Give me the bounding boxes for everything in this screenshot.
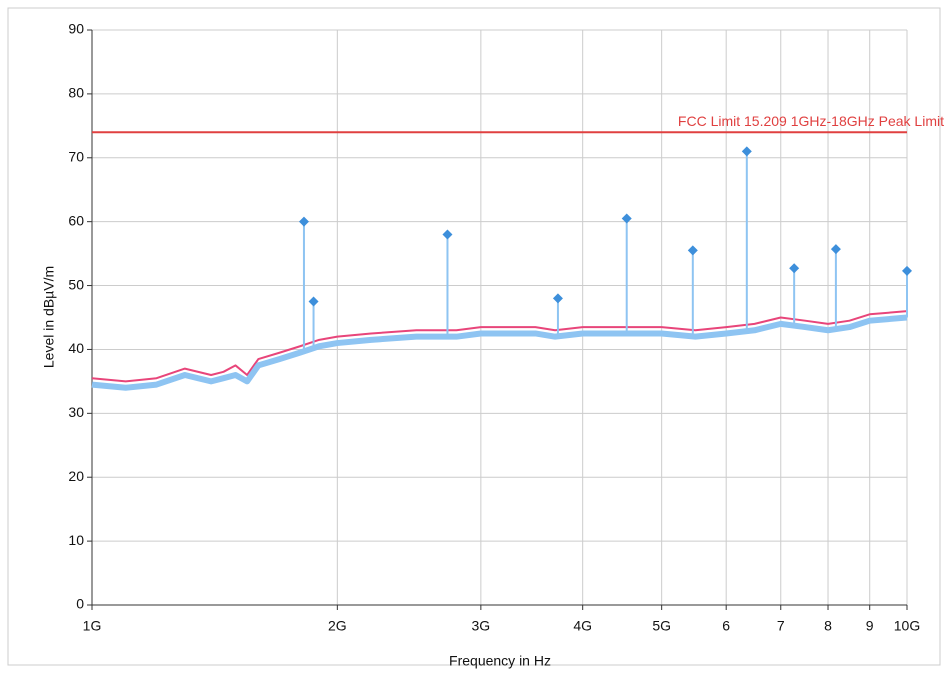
x-tick-label: 1G <box>83 618 102 634</box>
x-tick-label: 8 <box>824 618 832 634</box>
y-tick-label: 20 <box>68 468 84 484</box>
y-tick-label: 10 <box>68 532 84 548</box>
marker <box>687 245 698 256</box>
y-tick-label: 80 <box>68 85 84 101</box>
marker <box>298 216 309 227</box>
y-tick-label: 90 <box>68 21 84 37</box>
marker <box>442 229 453 240</box>
x-axis-label: Frequency in Hz <box>449 653 551 669</box>
x-tick-label: 3G <box>472 618 491 634</box>
x-tick-label: 10G <box>894 618 920 634</box>
trace <box>91 314 908 391</box>
marker <box>308 296 319 307</box>
y-tick-label: 50 <box>68 276 84 292</box>
x-tick-label: 2G <box>328 618 347 634</box>
x-tick-label: 7 <box>777 618 785 634</box>
y-tick-label: 70 <box>68 148 84 164</box>
x-tick-label: 4G <box>573 618 592 634</box>
y-tick-label: 30 <box>68 404 84 420</box>
marker <box>741 146 752 157</box>
limit-label: FCC Limit 15.209 1GHz-18GHz Peak Limit <box>678 113 944 129</box>
trace <box>91 310 908 383</box>
x-tick-label: 6 <box>722 618 730 634</box>
y-tick-label: 0 <box>76 596 84 612</box>
marker <box>552 293 563 304</box>
y-axis-label: Level in dBµV/m <box>41 266 57 368</box>
x-tick-label: 5G <box>652 618 671 634</box>
marker <box>621 213 632 224</box>
marker <box>830 244 841 255</box>
marker <box>789 263 800 274</box>
x-tick-label: 9 <box>866 618 874 634</box>
y-tick-label: 40 <box>68 340 84 356</box>
y-tick-label: 60 <box>68 212 84 228</box>
marker <box>902 265 912 276</box>
